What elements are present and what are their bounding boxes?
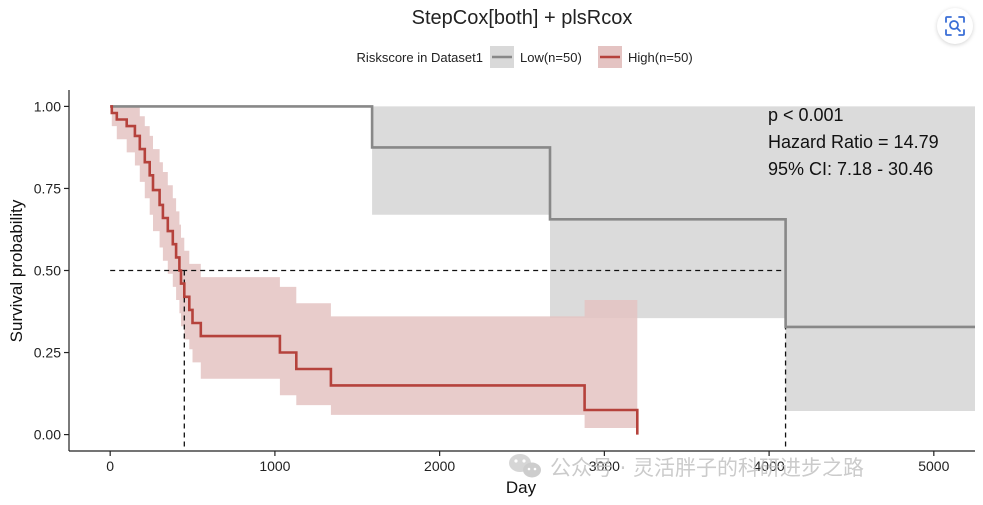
y-tick-label: 0.50 bbox=[34, 263, 61, 279]
x-tick-label: 4000 bbox=[754, 458, 785, 474]
x-axis-title: Day bbox=[506, 478, 537, 497]
legend-low-label: Low(n=50) bbox=[520, 50, 582, 65]
legend-entry-low: Low(n=50) bbox=[490, 46, 582, 68]
x-tick-label: 0 bbox=[106, 458, 114, 474]
legend-title: Riskscore in Dataset1 bbox=[357, 50, 483, 65]
x-tick-label: 1000 bbox=[259, 458, 290, 474]
survival-curves bbox=[110, 105, 975, 435]
x-tick-label: 5000 bbox=[918, 458, 949, 474]
watermark-text: 公众号 · 灵活胖子的科研进步之路 bbox=[550, 456, 864, 480]
x-tick-label: 3000 bbox=[589, 458, 620, 474]
hazard-ratio-annotation: Hazard Ratio = 14.79 bbox=[768, 132, 939, 152]
axes: 0.00 0.25 0.50 0.75 1.00 0 1000 2000 3000 4000 50… bbox=[34, 90, 975, 474]
legend-entry-high: High(n=50) bbox=[598, 46, 693, 68]
y-axis-title: Survival probability bbox=[7, 199, 26, 342]
survival-curve-high bbox=[110, 105, 639, 435]
survival-curve-low bbox=[110, 105, 975, 329]
legend-high-label: High(n=50) bbox=[628, 50, 693, 65]
y-tick-label: 1.00 bbox=[34, 98, 61, 114]
lens-search-button[interactable] bbox=[937, 8, 973, 44]
chart-title: StepCox[both] + plsRcox bbox=[412, 7, 633, 29]
legend: Riskscore in Dataset1 Low(n=50) High(n=5… bbox=[357, 46, 693, 68]
watermark: 公众号 · 灵活胖子的科研进步之路 bbox=[509, 454, 864, 480]
confidence-band-low bbox=[110, 106, 975, 412]
wechat-icon bbox=[509, 454, 541, 478]
y-ticks: 0.00 0.25 0.50 0.75 1.00 bbox=[34, 98, 69, 443]
p-value-annotation: p < 0.001 bbox=[768, 105, 844, 125]
x-tick-label: 2000 bbox=[424, 458, 455, 474]
confidence-interval-annotation: 95% CI: 7.18 - 30.46 bbox=[768, 159, 933, 179]
lens-search-icon bbox=[945, 16, 965, 36]
stats-annotations: p < 0.001 Hazard Ratio = 14.79 95% CI: 7… bbox=[768, 105, 939, 179]
y-tick-label: 0.25 bbox=[34, 345, 61, 361]
confidence-bands bbox=[110, 106, 975, 435]
y-tick-label: 0.00 bbox=[34, 427, 61, 443]
y-tick-label: 0.75 bbox=[34, 180, 61, 196]
confidence-band-high bbox=[110, 106, 638, 435]
x-ticks: 0 1000 2000 3000 4000 5000 bbox=[106, 451, 950, 474]
